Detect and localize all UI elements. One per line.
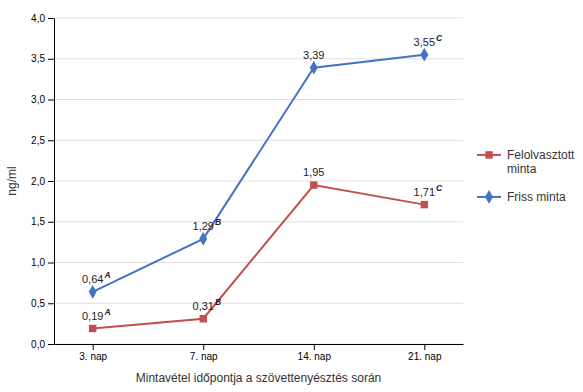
superscript: C [436,183,443,193]
series [89,181,428,332]
y-tick-label: 0,5 [31,298,45,309]
y-tick-label: 2,0 [31,176,45,187]
x-axis: 3. nap 7. nap 14. nap 21. nap [55,344,464,362]
y-tick-mark [48,18,54,19]
plot: 0,0 0,5 1,0 1,5 2,0 2,5 3,0 3,5 4,0 3. nap 7. nap 1… [31,13,463,362]
grid-line [54,99,463,100]
legend-symbol [485,190,493,204]
point [199,232,207,246]
legend-label: Friss minta [507,190,566,204]
y-tick-mark [48,263,54,264]
grid-line [54,303,463,304]
y-tick: 2,0 [31,176,54,187]
y-tick-label: 3,0 [31,94,45,105]
chart: 0,0 0,5 1,0 1,5 2,0 2,5 3,0 3,5 4,0 3. nap 7. nap 1… [0,0,583,392]
x-tick-label: 7. nap [190,351,218,362]
point [89,285,97,299]
y-tick: 0,0 [31,339,54,350]
legend: Felolvasztottminta Friss minta [477,148,575,204]
y-tick: 1,5 [31,216,54,227]
data-labels: 0,19A0,31B1,951,71C0,64A1,29B3,393,55C [82,33,443,322]
point [200,315,207,322]
y-tick-label: 2,5 [31,135,45,146]
x-tick: 3. nap [79,344,107,362]
x-tick-label: 14. nap [298,351,332,362]
grid-line [54,18,463,19]
data-label: 0,31 [193,300,214,312]
superscript: B [215,297,221,307]
x-tick-mark [203,344,204,350]
y-tick: 3,0 [31,94,54,105]
x-axis-title: Mintavétel időpontja a szövettenyésztés … [136,371,381,385]
superscript: B [215,217,221,227]
y-tick-mark [48,100,54,101]
y-tick-mark [48,59,54,60]
series-line [93,55,425,292]
x-tick: 7. nap [190,344,218,362]
grid-line [54,181,463,182]
data-label: 3,39 [303,49,324,61]
y-tick-label: 3,5 [31,53,45,64]
y-tick: 1,0 [31,257,54,268]
grid-line [54,344,463,345]
y-tick-label: 4,0 [31,13,45,24]
grid-line [54,140,463,141]
y-tick-mark [48,344,54,345]
grid-line [54,221,463,222]
data-label: 1,95 [303,166,324,178]
y-tick: 3,5 [31,53,54,64]
series [89,48,429,299]
x-tick-label: 21. nap [408,351,442,362]
y-tick-label: 1,0 [31,257,45,268]
y-tick: 2,5 [31,135,54,146]
series-line [93,185,425,328]
legend-item: Felolvasztottminta [477,148,575,176]
y-tick: 0,5 [31,298,54,309]
grid [54,18,463,344]
y-axis-line [54,19,55,345]
point [421,201,428,208]
superscript: A [103,307,110,317]
y-tick-label: 1,5 [31,216,45,227]
data-label: 0,19 [82,310,103,322]
y-axis-title: ng/ml [5,166,19,195]
y-tick-mark [48,303,54,304]
y-tick-mark [48,222,54,223]
data-label: 1,29 [193,220,214,232]
superscript: A [103,270,110,280]
x-tick-mark [424,344,425,350]
data-label: 3,55 [414,36,435,48]
x-axis-line [55,344,464,345]
legend-symbol [485,151,492,158]
grid-line [54,262,463,263]
x-tick: 21. nap [408,344,442,362]
y-tick: 4,0 [31,13,54,24]
superscript: C [436,33,443,43]
point [310,181,317,188]
x-tick-label: 3. nap [79,351,107,362]
point [420,48,428,62]
point [310,61,318,75]
point [89,325,96,332]
x-tick: 14. nap [298,344,332,362]
data-label: 0,64 [82,273,103,285]
marks [89,48,429,332]
x-tick-mark [93,344,94,350]
legend-label: Felolvasztottminta [507,148,575,176]
x-tick-mark [314,344,315,350]
legend-item: Friss minta [477,190,566,204]
y-tick-mark [48,181,54,182]
data-label: 1,71 [414,186,435,198]
y-axis: 0,0 0,5 1,0 1,5 2,0 2,5 3,0 3,5 4,0 [31,13,54,350]
y-tick-label: 0,0 [31,339,45,350]
y-tick-mark [48,140,54,141]
grid-line [54,58,463,59]
